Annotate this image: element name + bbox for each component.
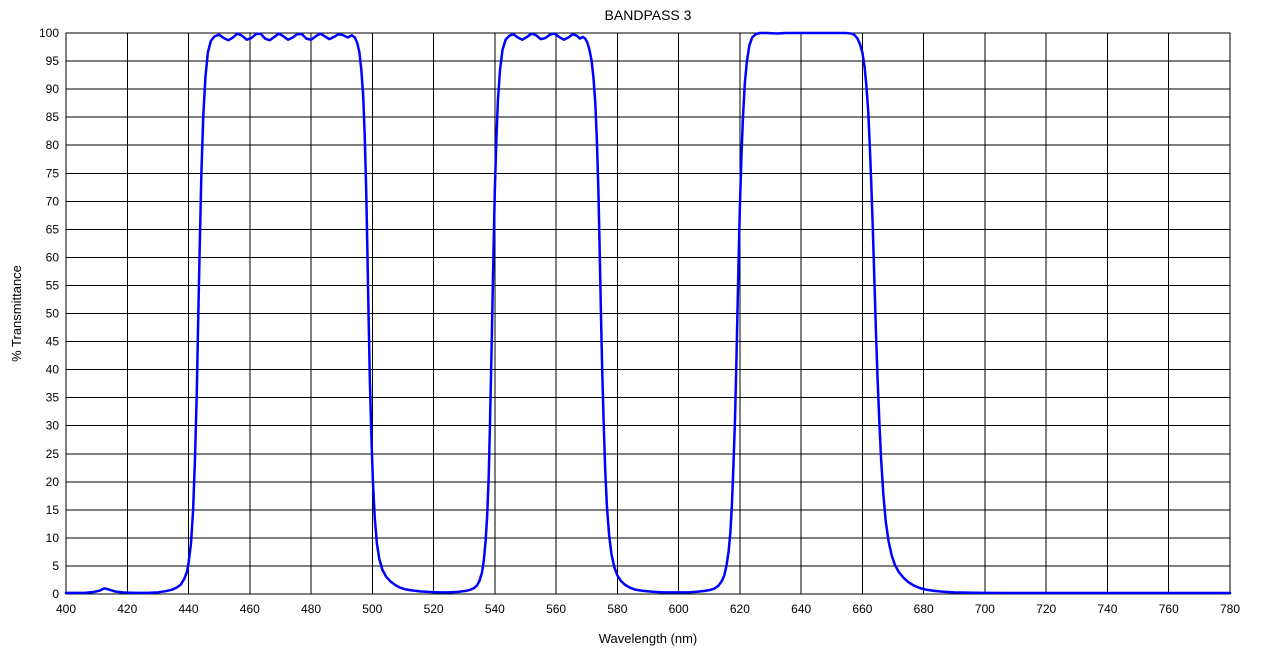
x-tick-label: 700 (975, 602, 995, 616)
x-tick-label: 540 (485, 602, 505, 616)
x-tick-label: 440 (179, 602, 199, 616)
x-tick-label: 780 (1220, 602, 1240, 616)
y-tick-label: 75 (46, 166, 60, 180)
x-tick-label: 560 (546, 602, 566, 616)
x-tick-label: 420 (117, 602, 137, 616)
y-tick-label: 25 (46, 447, 60, 461)
y-tick-label: 10 (46, 531, 60, 545)
y-tick-label: 95 (46, 54, 60, 68)
y-tick-label: 100 (39, 26, 59, 40)
y-tick-label: 65 (46, 222, 60, 236)
x-tick-label: 400 (56, 602, 76, 616)
plot-frame (65, 32, 1231, 595)
x-tick-label: 460 (240, 602, 260, 616)
y-tick-label: 15 (46, 503, 60, 517)
y-tick-label: 85 (46, 110, 60, 124)
y-tick-label: 55 (46, 278, 60, 292)
x-tick-label: 680 (914, 602, 934, 616)
x-tick-label: 640 (791, 602, 811, 616)
y-tick-label: 0 (52, 587, 59, 601)
y-tick-label: 5 (52, 559, 59, 573)
x-tick-label: 760 (1159, 602, 1179, 616)
grid-lines (65, 32, 1231, 595)
chart-title: BANDPASS 3 (605, 7, 692, 23)
y-tick-label: 35 (46, 391, 60, 405)
y-tick-label: 40 (46, 363, 60, 377)
y-tick-labels: 0 5 10 15 20 25 30 35 40 45 50 55 60 65 70 75 80 85 90 95 10… (39, 26, 59, 601)
x-tick-label: 520 (424, 602, 444, 616)
x-tick-label: 600 (669, 602, 689, 616)
x-tick-label: 580 (607, 602, 627, 616)
x-tick-labels: 400 420 440 460 480 500 520 540 560 580 600 620 640 6… (56, 602, 1240, 616)
y-tick-label: 80 (46, 138, 60, 152)
y-tick-label: 60 (46, 250, 60, 264)
x-tick-label: 480 (301, 602, 321, 616)
x-axis-label: Wavelength (nm) (599, 631, 698, 646)
x-tick-label: 620 (730, 602, 750, 616)
x-tick-label: 660 (852, 602, 872, 616)
y-tick-label: 45 (46, 335, 60, 349)
y-tick-label: 70 (46, 194, 60, 208)
y-axis-label: % Transmittance (9, 265, 24, 362)
y-tick-label: 90 (46, 82, 60, 96)
x-tick-label: 740 (1097, 602, 1117, 616)
y-tick-label: 30 (46, 419, 60, 433)
x-tick-label: 720 (1036, 602, 1056, 616)
y-tick-label: 20 (46, 475, 60, 489)
x-tick-label: 500 (362, 602, 382, 616)
y-tick-label: 50 (46, 307, 60, 321)
transmittance-curve (64, 31, 1232, 595)
